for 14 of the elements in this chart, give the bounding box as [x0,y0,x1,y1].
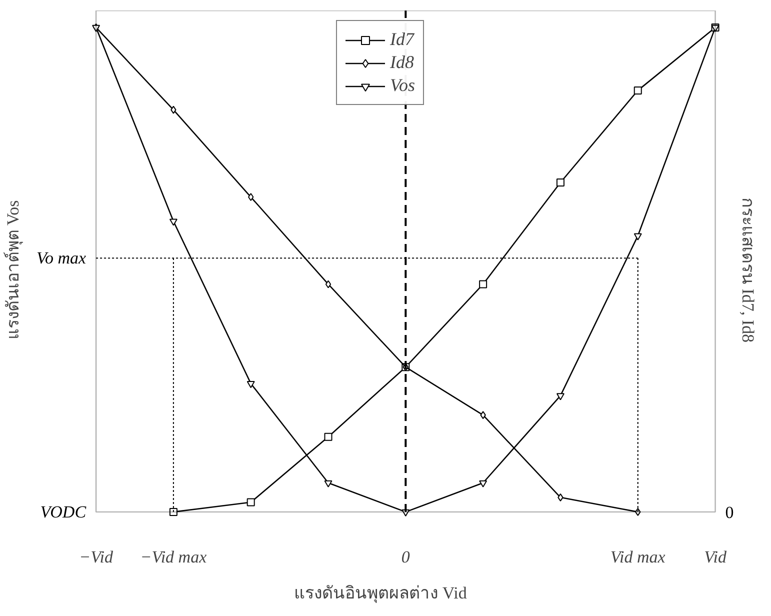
x-tick-label: Vid max [610,548,666,566]
x-axis-title: แรงดันอินพุตผลต่าง Vid [294,584,468,604]
x-tick-label: Vid [704,548,727,566]
text: 0 [725,502,734,522]
ref-line-label: Vo max [36,248,86,268]
text: VODC [40,502,87,522]
legend-label: Id8 [390,52,414,73]
x-tick-label: −Vid [79,548,114,566]
y2-axis-title: กระแสเดรน Id7, Id8 [738,197,758,343]
x-tick-label: −Vid max [140,548,208,566]
legend-label: Vos [390,75,416,96]
x-tick-label: 0 [401,548,410,566]
legend-label: Id7 [390,29,414,50]
y-axis-title: แรงดันเอาต์พุต Vos [4,200,24,340]
